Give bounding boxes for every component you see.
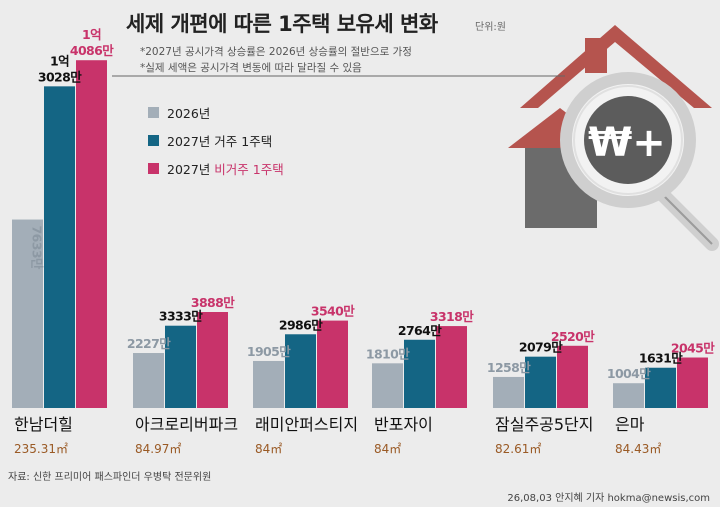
bar-2027-nonresident xyxy=(677,357,708,408)
legend-item-2027-nonresident: 2027년 비거주 1주택 xyxy=(148,154,284,182)
bar-2026 xyxy=(12,219,43,408)
legend-item-2027-resident: 2027년 거주 1주택 xyxy=(148,126,284,154)
category-label: 은마 xyxy=(615,415,645,434)
bar-2027-nonresident xyxy=(76,60,107,408)
value-label: 2764만 xyxy=(398,323,442,338)
value-label: 3028만 xyxy=(38,69,82,84)
value-label: 2520만 xyxy=(551,329,595,344)
unit-label: 단위:원 xyxy=(475,22,506,33)
legend-swatch xyxy=(148,106,159,118)
bars-layer xyxy=(12,60,708,408)
legend-swatch xyxy=(148,162,159,174)
value-label: 2986만 xyxy=(279,317,323,332)
bar-2027-resident xyxy=(525,356,556,408)
legend: 2026년 2027년 거주 1주택 2027년 비거주 1주택 xyxy=(148,98,284,182)
area-label: 235.31㎡ xyxy=(14,442,68,456)
bar-2027-resident xyxy=(404,339,435,408)
value-label: 3888만 xyxy=(191,295,235,310)
chart-title: 세제 개편에 따른 1주택 보유세 변화 xyxy=(126,12,438,36)
category-label: 아크로리버파크 xyxy=(135,415,238,434)
category-label: 래미안퍼스티지 xyxy=(255,415,358,434)
value-label: 1억 xyxy=(82,27,101,42)
legend-item-2026: 2026년 xyxy=(148,98,284,126)
category-label: 반포자이 xyxy=(374,415,433,434)
value-label: 2227만 xyxy=(127,336,171,351)
bar-2027-resident xyxy=(44,86,75,408)
area-label: 84.43㎡ xyxy=(615,442,661,456)
value-label: 1631만 xyxy=(639,351,683,366)
value-label: 1억 xyxy=(50,53,69,68)
category-label: 잠실주공5단지 xyxy=(495,415,594,434)
legend-swatch xyxy=(148,134,159,146)
value-label: 2079만 xyxy=(519,340,563,355)
bar-2026 xyxy=(613,383,644,408)
bar-2027-resident xyxy=(645,367,676,408)
area-label: 84㎡ xyxy=(255,442,282,456)
area-label: 84㎡ xyxy=(374,442,401,456)
bar-2026 xyxy=(133,353,164,408)
value-label: 2045만 xyxy=(671,341,715,356)
bar-2027-resident xyxy=(285,334,316,408)
bar-2026 xyxy=(493,376,524,408)
value-label: 1004만 xyxy=(607,366,651,381)
legend-label: 2027년 거주 1주택 xyxy=(167,133,273,149)
legend-label-highlight: 비거주 1주택 xyxy=(214,161,284,177)
category-label: 한남더힐 xyxy=(14,415,73,434)
bar-2027-nonresident xyxy=(436,326,467,408)
credit-line: 26,08,03 안지혜 기자 hokma@newsis,com xyxy=(507,493,710,504)
value-label: 3318만 xyxy=(430,309,474,324)
value-label: 1810만 xyxy=(366,346,410,361)
value-label: 1905만 xyxy=(247,344,291,359)
value-label: 1258만 xyxy=(487,360,531,375)
area-label: 84.97㎡ xyxy=(135,442,181,456)
bar-2026 xyxy=(253,360,284,408)
house-magnifier-won-icon: ₩+ xyxy=(508,25,719,251)
bar-2026 xyxy=(372,363,403,408)
legend-label: 2026년 xyxy=(167,105,211,121)
value-label: 7633만 xyxy=(30,226,45,270)
legend-label-prefix: 2027년 xyxy=(167,161,215,177)
value-label: 3333만 xyxy=(159,309,203,324)
area-label: 82.61㎡ xyxy=(495,442,541,456)
bar-2027-nonresident xyxy=(557,345,588,408)
bar-2027-nonresident xyxy=(197,312,228,408)
won-plus-symbol: ₩+ xyxy=(588,120,666,166)
bar-2027-resident xyxy=(165,325,196,408)
bar-2027-nonresident xyxy=(317,320,348,408)
note-2: *실제 세액은 공시가격 변동에 따라 달라질 수 있음 xyxy=(140,62,362,74)
source-note: 자료: 신한 프리미어 패스파인더 우병탁 전문위원 xyxy=(8,472,212,483)
labels-layer: 7633만1억3028만1억4086만한남더힐235.31㎡2227만3333만… xyxy=(14,27,716,456)
value-label: 4086만 xyxy=(70,43,114,58)
note-1: *2027년 공시가격 상승률은 2026년 상승률의 절반으로 가정 xyxy=(140,46,412,58)
value-label: 3540만 xyxy=(311,304,355,319)
